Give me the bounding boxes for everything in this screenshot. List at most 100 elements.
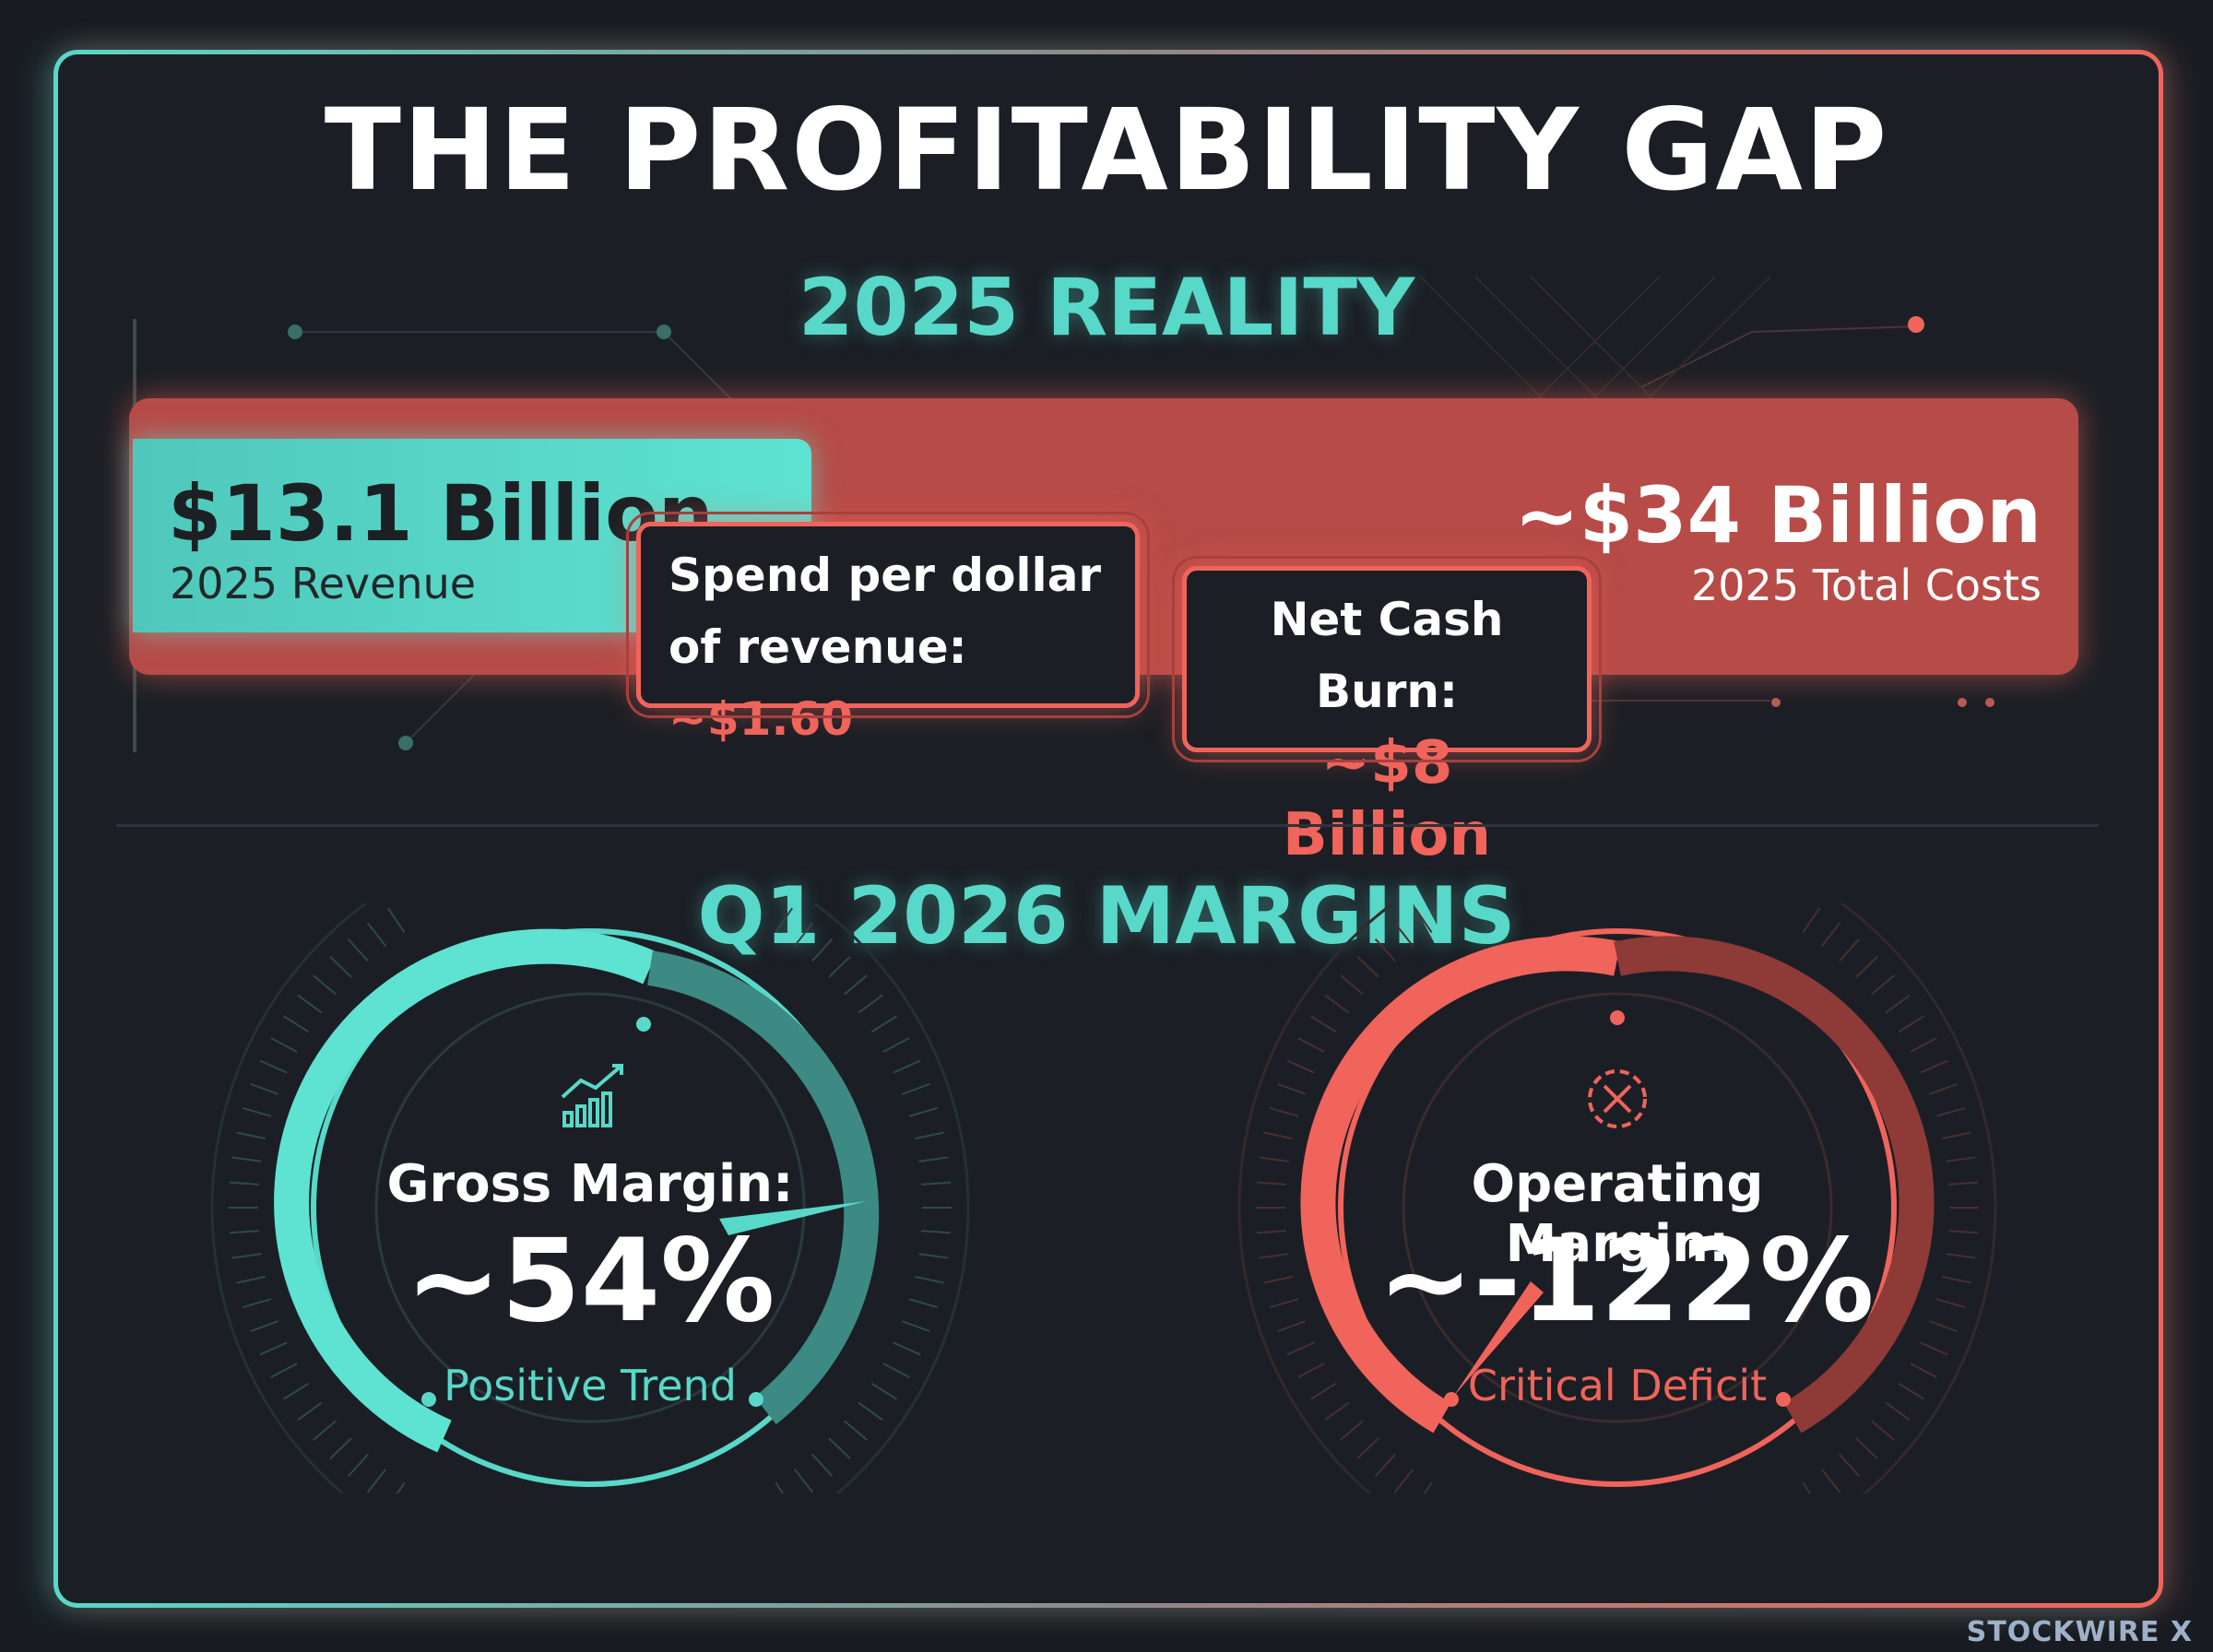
margins-section-title: Q1 2026 MARGINS: [697, 870, 1516, 962]
gauge-tick: [921, 1230, 952, 1234]
gauge-tick: [1286, 1059, 1315, 1074]
gross-margin-label: Gross Margin:: [369, 1154, 811, 1214]
gauge-tick: [1277, 1082, 1307, 1095]
gross-value: ~54%: [405, 1215, 775, 1348]
gauge-tick: [1928, 1082, 1958, 1095]
gauge-tick: [1910, 1037, 1937, 1053]
gauge-tick: [1920, 1341, 1948, 1356]
gauge-tick: [1910, 1363, 1937, 1378]
gauge-tick: [242, 1298, 272, 1309]
gauge-tick: [231, 1156, 262, 1162]
gauge-tick: [908, 1298, 939, 1309]
gross-margin-gauge: [210, 903, 970, 1493]
gauge-tick: [1920, 1059, 1948, 1074]
gauge-tick: [918, 1253, 949, 1259]
gauge-tick: [1855, 955, 1878, 978]
gauge-tick: [236, 1275, 266, 1284]
gauge-tick: [793, 922, 814, 947]
gauge-tick: [1802, 1481, 1812, 1493]
gauge-tick: [297, 994, 323, 1014]
gauge-tick: [1802, 907, 1821, 934]
gauge-tick: [893, 1341, 921, 1356]
gauge-tick: [828, 955, 851, 978]
gross-gauge-ticks: [229, 907, 952, 1493]
gauge-tick: [1928, 1320, 1958, 1333]
crosshair-target-icon: [1588, 1069, 1647, 1128]
gauge-tick: [901, 1082, 930, 1095]
gauge-tick: [858, 994, 883, 1014]
gauge-tick: [1941, 1131, 1971, 1140]
operating-value: ~-122%: [1378, 1215, 1875, 1348]
gauge-tick: [1898, 1015, 1924, 1033]
infographic-frame: [53, 50, 2163, 1608]
gauge-tick: [908, 1106, 939, 1117]
cost-value: ~$34 Billion: [1514, 470, 2041, 560]
gauge-tick: [1393, 922, 1414, 947]
gauge-tick: [828, 1437, 851, 1460]
reality-section-title: 2025 REALITY: [798, 262, 1415, 354]
gauge-tick: [811, 938, 834, 962]
operating-gauge-ticks: [1256, 907, 1979, 1493]
revenue-label: 2025 Revenue: [170, 559, 477, 608]
gross-margin-value-wrap: ~54%: [369, 1215, 811, 1348]
gauge-tick: [396, 1481, 406, 1493]
gauge-tick: [1256, 1181, 1286, 1186]
operating-margin-status-wrap: Critical Deficit: [1378, 1361, 1857, 1410]
gauge-tick: [283, 1015, 310, 1033]
burn-callout-value: ~$8 Billion: [1282, 729, 1492, 869]
gauge-tick: [236, 1131, 266, 1140]
gross-gauge-fill: [274, 928, 657, 1453]
spend-per-dollar-callout: Spend per dollar of revenue: ~$1.60: [626, 512, 1150, 746]
gauge-tick: [366, 922, 387, 947]
gauge-tick: [347, 1453, 369, 1477]
gauge-tick: [1269, 1106, 1299, 1117]
gauge-tick: [1340, 974, 1364, 996]
gauge-tick: [1871, 1420, 1895, 1441]
gauge-tick: [1946, 1156, 1976, 1162]
watermark: STOCKWIRE X: [1966, 1616, 2193, 1648]
gauge-tick: [1263, 1131, 1294, 1140]
gauge-tick: [1839, 1453, 1861, 1477]
gauge-tick: [297, 1401, 323, 1422]
spend-callout-text: Spend per dollar of revenue:: [669, 549, 1102, 674]
gauge-tick: [870, 1015, 897, 1033]
gauge-tick: [313, 1420, 337, 1441]
gauge-tick: [1310, 1382, 1337, 1400]
gauge-tick: [914, 1275, 944, 1284]
gross-gauge-track: [647, 950, 880, 1424]
gauge-tick: [901, 1320, 930, 1333]
gauge-tick: [775, 1481, 785, 1493]
net-cash-burn-callout: Net Cash Burn: ~$8 Billion: [1172, 556, 1602, 869]
gauge-tick: [1297, 1363, 1325, 1378]
gauge-tick: [918, 1156, 949, 1162]
operating-margin-label: Operating Margin:: [1378, 1154, 1857, 1274]
gauge-tick: [366, 1469, 387, 1493]
gauge-tick: [870, 1382, 897, 1400]
gauge-tick: [229, 1230, 259, 1234]
gauge-tick: [1941, 1275, 1971, 1284]
gauge-tick: [283, 1382, 310, 1400]
gauge-tick: [1885, 994, 1911, 1014]
gauge-tick: [775, 907, 794, 934]
page-title: THE PROFITABILITY GAP: [324, 85, 1889, 216]
gauge-tick: [1324, 1401, 1350, 1422]
rising-bar-chart-icon: [561, 1064, 623, 1127]
gauge-tick: [1256, 1230, 1286, 1234]
gauge-tick: [921, 1181, 952, 1186]
gauge-tick: [1259, 1253, 1289, 1259]
gross-status: Positive Trend: [444, 1361, 737, 1410]
gauge-tick: [1269, 1298, 1299, 1309]
operating-status: Critical Deficit: [1467, 1361, 1768, 1410]
gauge-tick: [1414, 907, 1433, 934]
gauge-tick: [1277, 1320, 1307, 1333]
gauge-tick: [242, 1106, 272, 1117]
gauge-tick: [347, 938, 369, 962]
gauge-tick: [1885, 1401, 1911, 1422]
gauge-tick: [313, 974, 337, 996]
gauge-tick: [893, 1059, 921, 1074]
gauge-tick: [1855, 1437, 1878, 1460]
operating-margin-gauge: [1237, 903, 1997, 1493]
operating-margin-value-wrap: ~-122%: [1378, 1215, 1875, 1348]
gauge-tick: [1935, 1298, 1966, 1309]
gauge-tick: [259, 1341, 288, 1356]
